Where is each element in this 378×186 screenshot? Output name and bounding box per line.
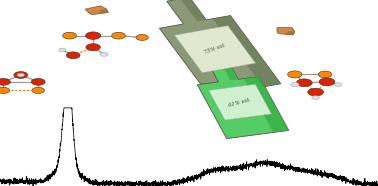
- Polygon shape: [277, 28, 295, 35]
- Circle shape: [59, 48, 66, 52]
- Polygon shape: [180, 0, 281, 87]
- Circle shape: [32, 87, 45, 94]
- Circle shape: [0, 78, 10, 85]
- Polygon shape: [209, 84, 271, 120]
- Polygon shape: [160, 0, 281, 97]
- Circle shape: [0, 87, 10, 94]
- Circle shape: [112, 32, 125, 39]
- Circle shape: [291, 83, 299, 87]
- Circle shape: [66, 52, 80, 59]
- Circle shape: [100, 52, 108, 56]
- Polygon shape: [197, 61, 289, 139]
- Circle shape: [308, 88, 324, 96]
- Polygon shape: [85, 6, 108, 15]
- Polygon shape: [98, 9, 108, 14]
- Polygon shape: [220, 61, 289, 132]
- Circle shape: [318, 71, 332, 78]
- Circle shape: [63, 32, 76, 39]
- Circle shape: [31, 78, 45, 85]
- Text: 61% vol.: 61% vol.: [228, 97, 252, 108]
- Circle shape: [86, 44, 101, 51]
- Circle shape: [312, 96, 319, 100]
- Circle shape: [17, 73, 24, 77]
- Polygon shape: [175, 26, 256, 73]
- Circle shape: [296, 79, 312, 87]
- Circle shape: [85, 32, 101, 39]
- Circle shape: [136, 34, 148, 41]
- Circle shape: [319, 78, 335, 86]
- Circle shape: [335, 83, 342, 86]
- Circle shape: [288, 71, 302, 78]
- Text: 75% vol.: 75% vol.: [203, 43, 226, 55]
- Polygon shape: [284, 31, 295, 35]
- Circle shape: [14, 72, 28, 78]
